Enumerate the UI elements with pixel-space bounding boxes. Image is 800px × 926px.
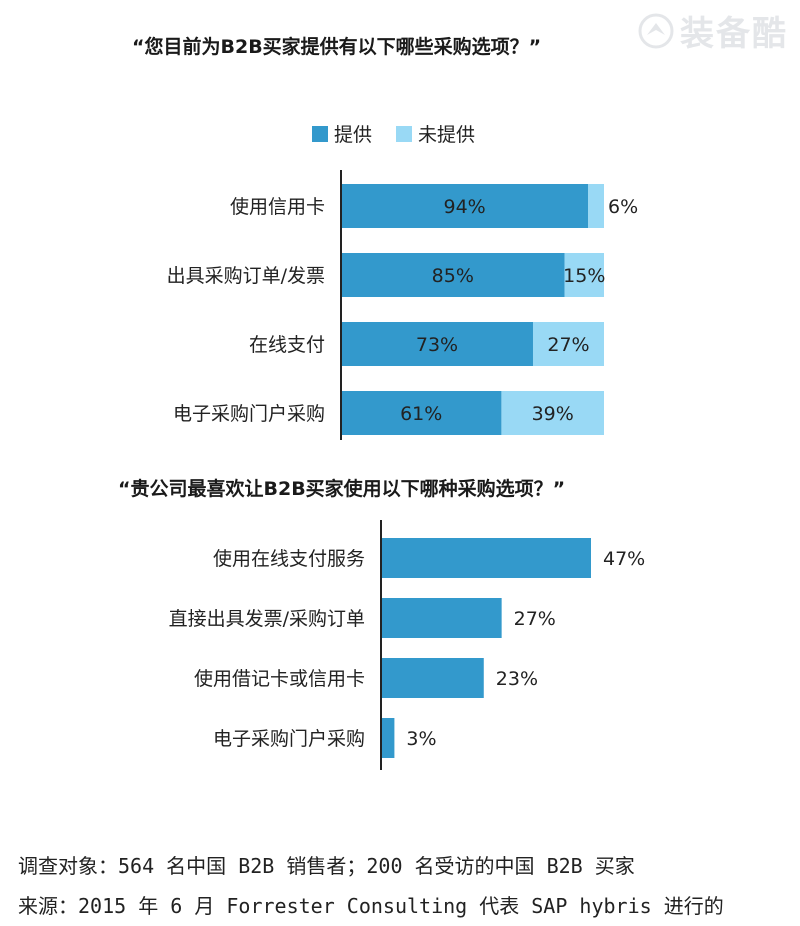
legend: 提供 未提供 xyxy=(312,120,499,147)
chart1-value-label-offered: 85% xyxy=(432,265,474,287)
chart1-bar-not-offered xyxy=(564,253,604,297)
footer-respondents: 调查对象：564 名中国 B2B 销售者；200 名受访的中国 B2B 买家 xyxy=(18,854,635,878)
chart1-title: “您目前为B2B买家提供有以下哪些采购选项？” xyxy=(132,36,542,58)
chart2-value-label: 3% xyxy=(406,728,436,750)
chart2-bar xyxy=(381,718,395,758)
chart1-value-label-not-offered: 27% xyxy=(547,334,589,356)
chart2-value-label: 47% xyxy=(603,548,645,570)
chart2-category-label: 使用在线支付服务 xyxy=(213,548,365,570)
chart1-category-label: 出具采购订单/发票 xyxy=(167,265,325,287)
chart1-category-label: 电子采购门户采购 xyxy=(173,403,325,425)
chart1-category-label: 在线支付 xyxy=(249,334,325,356)
chart1-value-label-offered: 73% xyxy=(416,334,458,356)
chart2-bar xyxy=(381,538,591,578)
chart2-value-label: 23% xyxy=(496,668,538,690)
chart2-category-label: 电子采购门户采购 xyxy=(213,728,365,750)
chart1-category-label: 使用信用卡 xyxy=(230,196,325,218)
bird-logo-icon xyxy=(638,13,674,48)
watermark: 装备酷 xyxy=(638,6,788,55)
legend-label-not-offered: 未提供 xyxy=(418,124,476,146)
chart1-value-label-offered: 94% xyxy=(443,196,485,218)
chart1-value-label-not-offered: 39% xyxy=(532,403,574,425)
chart1-bar-not-offered xyxy=(501,391,604,435)
legend-item-offered: 提供 xyxy=(312,120,372,147)
legend-label-offered: 提供 xyxy=(334,124,373,146)
chart1-bar-not-offered xyxy=(588,184,604,228)
footer-source: 来源：2015 年 6 月 Forrester Consulting 代表 SA… xyxy=(18,894,724,918)
chart2-value-label: 27% xyxy=(514,608,556,630)
chart2-bar xyxy=(381,598,502,638)
chart1-value-label-not-offered: 6% xyxy=(608,196,638,218)
legend-swatch-offered xyxy=(312,125,328,142)
legend-swatch-not-offered xyxy=(396,125,413,142)
chart1-value-label-offered: 61% xyxy=(400,403,442,425)
chart2-bar: 使用在线支付服务 47% 直接出具发票/采购订单 27% 使用借记卡或信用卡 23% 电子采… xyxy=(169,520,645,770)
chart2-category-label: 使用借记卡或信用卡 xyxy=(194,668,365,690)
chart1-bar-offered xyxy=(341,391,502,435)
chart1-value-label-not-offered: 15% xyxy=(563,265,605,287)
chart1-stacked-bar: 使用信用卡 94% 6% 出具采购订单/发票 85% 15% 在线支付 73% 27% 电子采购门… xyxy=(167,170,638,440)
legend-item-not-offered: 未提供 xyxy=(396,120,475,147)
chart2-category-label: 直接出具发票/采购订单 xyxy=(169,608,365,630)
watermark-text: 装备酷 xyxy=(680,14,788,54)
chart2-title: “贵公司最喜欢让B2B买家使用以下哪种采购选项？” xyxy=(118,478,566,500)
chart1-bar-not-offered xyxy=(532,322,604,366)
chart1-bar-offered xyxy=(341,184,589,228)
chart1-bar-offered xyxy=(341,253,565,297)
chart1-bar-offered xyxy=(341,322,533,366)
chart2-bar xyxy=(381,658,484,698)
